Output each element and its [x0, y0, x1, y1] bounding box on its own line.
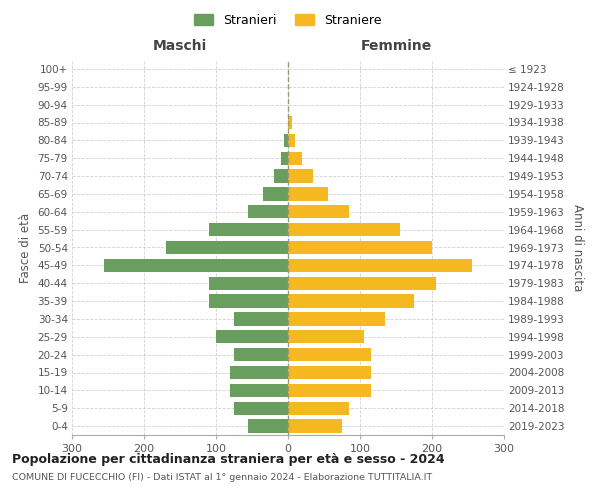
Bar	[234, 312, 288, 326]
Legend: Stranieri, Straniere: Stranieri, Straniere	[190, 8, 386, 32]
Text: Femmine: Femmine	[361, 38, 431, 52]
Bar	[166, 241, 288, 254]
Bar	[288, 134, 295, 147]
Bar	[288, 276, 436, 290]
Bar	[288, 420, 342, 433]
Bar	[263, 187, 288, 200]
Text: Maschi: Maschi	[153, 38, 207, 52]
Bar	[288, 170, 313, 183]
Bar	[104, 258, 288, 272]
Bar	[234, 348, 288, 362]
Bar	[209, 294, 288, 308]
Bar	[288, 366, 371, 379]
Bar	[288, 241, 432, 254]
Bar	[288, 187, 328, 200]
Bar	[288, 223, 400, 236]
Text: Popolazione per cittadinanza straniera per età e sesso - 2024: Popolazione per cittadinanza straniera p…	[12, 452, 445, 466]
Bar	[288, 312, 385, 326]
Bar	[248, 205, 288, 218]
Bar	[216, 330, 288, 344]
Bar	[288, 348, 371, 362]
Bar	[234, 402, 288, 415]
Bar	[288, 384, 371, 397]
Bar	[284, 134, 288, 147]
Bar	[288, 402, 349, 415]
Text: COMUNE DI FUCECCHIO (FI) - Dati ISTAT al 1° gennaio 2024 - Elaborazione TUTTITAL: COMUNE DI FUCECCHIO (FI) - Dati ISTAT al…	[12, 472, 432, 482]
Bar	[281, 152, 288, 165]
Bar	[274, 170, 288, 183]
Y-axis label: Fasce di età: Fasce di età	[19, 212, 32, 282]
Bar	[209, 223, 288, 236]
Bar	[288, 152, 302, 165]
Bar	[288, 205, 349, 218]
Bar	[288, 258, 472, 272]
Bar	[288, 294, 414, 308]
Bar	[288, 330, 364, 344]
Bar	[248, 420, 288, 433]
Bar	[230, 366, 288, 379]
Y-axis label: Anni di nascita: Anni di nascita	[571, 204, 584, 291]
Bar	[209, 276, 288, 290]
Bar	[288, 116, 292, 129]
Bar	[230, 384, 288, 397]
